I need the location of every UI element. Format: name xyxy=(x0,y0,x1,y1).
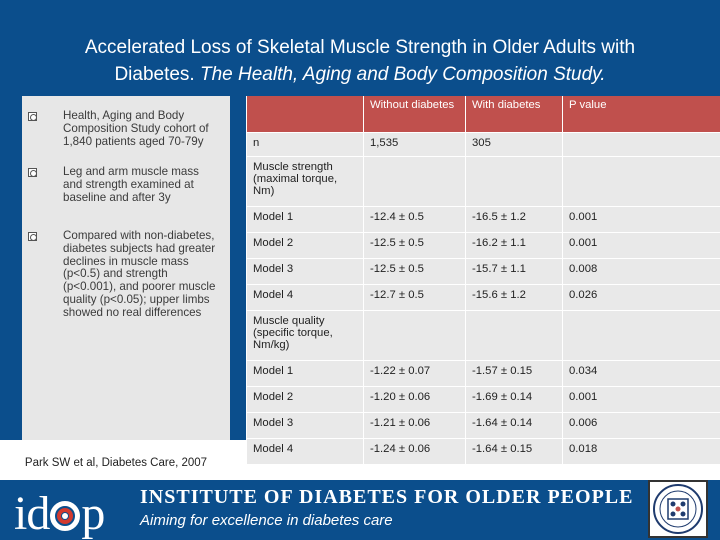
table-cell: 305 xyxy=(465,131,563,156)
title-line-2: Diabetes. The Health, Aging and Body Com… xyxy=(0,61,720,88)
table-body: Without diabetes With diabetes P value n 1,5… xyxy=(246,96,720,464)
logo-text-right: p xyxy=(81,487,105,540)
row-label: Muscle quality (specific torque, Nm/kg) xyxy=(246,309,364,360)
table-cell xyxy=(465,155,563,206)
row-label: Model 4 xyxy=(246,437,364,464)
table-cell: -1.69 ± 0.14 xyxy=(465,385,563,412)
table-cell: -12.5 ± 0.5 xyxy=(363,231,466,258)
table-cell: -1.57 ± 0.15 xyxy=(465,359,563,386)
table-cell: 0.001 xyxy=(562,385,720,412)
table-cell: 0.001 xyxy=(562,231,720,258)
org-name: INSTITUTE OF DIABETES FOR OLDER PEOPLE xyxy=(140,486,634,508)
table-row: Model 4 -12.7 ± 0.5 -15.6 ± 1.2 0.026 xyxy=(246,283,720,310)
bullet-item: Compared with non-diabetes, diabetes sub… xyxy=(22,229,230,320)
citation: Park SW et al, Diabetes Care, 2007 xyxy=(24,457,208,469)
table-cell xyxy=(562,131,720,156)
org-tagline: Aiming for excellence in diabetes care xyxy=(140,512,393,529)
bullet-list: Health, Aging and Body Composition Study… xyxy=(22,109,230,320)
bullet-icon xyxy=(28,112,37,121)
results-table-container: Without diabetes With diabetes P value n 1,5… xyxy=(246,96,720,480)
table-cell: -15.7 ± 1.1 xyxy=(465,257,563,284)
row-label: Muscle strength (maximal torque, Nm) xyxy=(246,155,364,206)
table-cell: -1.24 ± 0.06 xyxy=(363,437,466,464)
column-header: P value xyxy=(562,96,720,132)
table-row: Model 4 -1.24 ± 0.06 -1.64 ± 0.15 0.018 xyxy=(246,437,720,464)
table-cell: 0.008 xyxy=(562,257,720,284)
university-seal-icon xyxy=(648,480,708,538)
table-cell: 1,535 xyxy=(363,131,466,156)
target-icon xyxy=(50,501,81,531)
title-line-2-italic: The Health, Aging and Body Composition S… xyxy=(199,64,606,85)
row-label: Model 2 xyxy=(246,385,364,412)
table-cell: -16.2 ± 1.1 xyxy=(465,231,563,258)
table-row: Model 1 -1.22 ± 0.07 -1.57 ± 0.15 0.034 xyxy=(246,359,720,386)
bullet-item: Leg and arm muscle mass and strength exa… xyxy=(22,165,230,230)
row-label: Model 1 xyxy=(246,205,364,232)
table-cell: -1.64 ± 0.15 xyxy=(465,437,563,464)
bullet-icon xyxy=(28,168,37,177)
title-line-2-plain: Diabetes. xyxy=(114,64,200,85)
results-table: Without diabetes With diabetes P value n 1,5… xyxy=(246,96,720,464)
table-header-row: Without diabetes With diabetes P value xyxy=(246,96,720,132)
table-cell xyxy=(363,309,466,360)
table-row: Model 3 -12.5 ± 0.5 -15.7 ± 1.1 0.008 xyxy=(246,257,720,284)
title-line-1: Accelerated Loss of Skeletal Muscle Stre… xyxy=(84,37,636,58)
bullet-text: Leg and arm muscle mass and strength exa… xyxy=(63,165,199,204)
bullet-text: Compared with non-diabetes, diabetes sub… xyxy=(63,229,216,319)
bullet-icon xyxy=(28,232,37,241)
table-cell: -1.64 ± 0.14 xyxy=(465,411,563,438)
table-row: n 1,535 305 xyxy=(246,131,720,156)
table-cell: 0.026 xyxy=(562,283,720,310)
row-label: n xyxy=(246,131,364,156)
table-row: Model 2 -1.20 ± 0.06 -1.69 ± 0.14 0.001 xyxy=(246,385,720,412)
table-row: Model 3 -1.21 ± 0.06 -1.64 ± 0.14 0.006 xyxy=(246,411,720,438)
idop-logo: id p xyxy=(14,486,105,540)
table-cell: 0.034 xyxy=(562,359,720,386)
citation-area xyxy=(0,440,246,480)
row-label: Model 4 xyxy=(246,283,364,310)
table-row: Model 2 -12.5 ± 0.5 -16.2 ± 1.1 0.001 xyxy=(246,231,720,258)
bullet-text: Health, Aging and Body Composition Study… xyxy=(63,109,209,148)
row-label: Model 1 xyxy=(246,359,364,386)
table-row: Model 1 -12.4 ± 0.5 -16.5 ± 1.2 0.001 xyxy=(246,205,720,232)
column-header: Without diabetes xyxy=(363,96,466,132)
table-cell: -1.20 ± 0.06 xyxy=(363,385,466,412)
footer-bar: id p INSTITUTE OF DIABETES FOR OLDER PEOP… xyxy=(0,480,720,540)
table-cell: -12.4 ± 0.5 xyxy=(363,205,466,232)
table-cell: 0.001 xyxy=(562,205,720,232)
table-cell: 0.006 xyxy=(562,411,720,438)
logo-text-left: id xyxy=(14,487,50,540)
slide-title: Accelerated Loss of Skeletal Muscle Stre… xyxy=(0,34,720,88)
table-cell xyxy=(562,155,720,206)
table-cell xyxy=(562,309,720,360)
table-cell xyxy=(465,309,563,360)
table-cell: 0.018 xyxy=(562,437,720,464)
table-cell xyxy=(363,155,466,206)
row-label: Model 3 xyxy=(246,411,364,438)
table-row: Muscle strength (maximal torque, Nm) xyxy=(246,155,720,206)
table-cell: -12.7 ± 0.5 xyxy=(363,283,466,310)
column-header: With diabetes xyxy=(465,96,563,132)
row-label: Model 3 xyxy=(246,257,364,284)
bullet-item: Health, Aging and Body Composition Study… xyxy=(22,109,230,166)
table-cell: -1.21 ± 0.06 xyxy=(363,411,466,438)
table-cell: -1.22 ± 0.07 xyxy=(363,359,466,386)
table-row: Muscle quality (specific torque, Nm/kg) xyxy=(246,309,720,360)
bullet-panel: Health, Aging and Body Composition Study… xyxy=(22,96,230,440)
table-cell: -16.5 ± 1.2 xyxy=(465,205,563,232)
table-cell: -15.6 ± 1.2 xyxy=(465,283,563,310)
row-label: Model 2 xyxy=(246,231,364,258)
column-header xyxy=(246,96,364,132)
table-cell: -12.5 ± 0.5 xyxy=(363,257,466,284)
